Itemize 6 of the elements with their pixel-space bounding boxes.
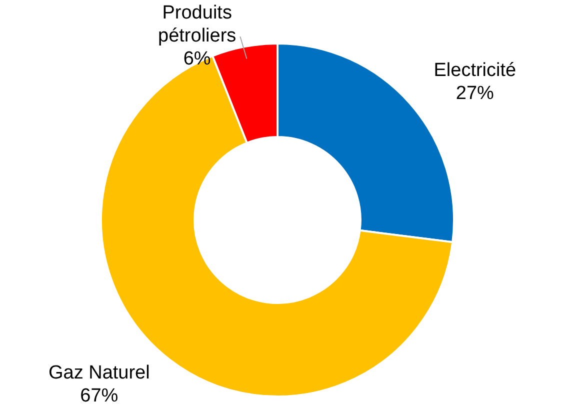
slice-label: Produits pétroliers — [158, 2, 236, 47]
slice-label: Gaz Naturel — [48, 362, 150, 384]
data-label: 6% — [183, 48, 211, 70]
data-label: 27% — [456, 83, 494, 104]
data-label: 67% — [80, 385, 118, 406]
slice-label: Electricité — [434, 60, 516, 82]
